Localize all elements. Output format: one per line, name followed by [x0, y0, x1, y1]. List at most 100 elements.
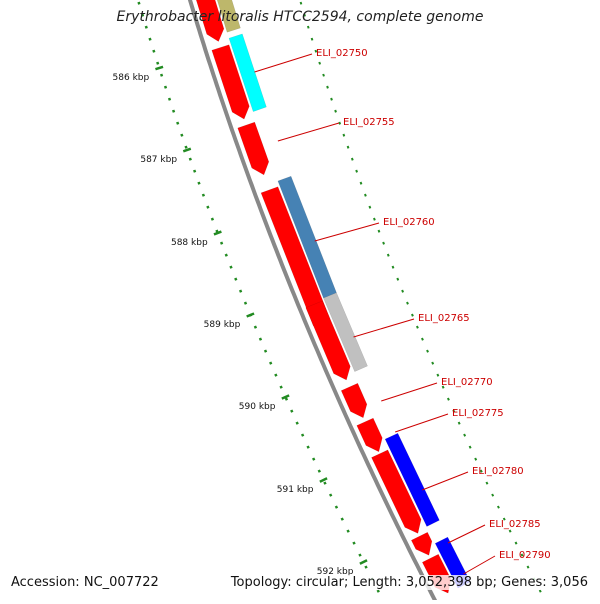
ruler-dot [334, 505, 339, 509]
outer-ring-dot [386, 253, 390, 257]
ruler-dot [224, 253, 228, 257]
ruler-dot [306, 445, 310, 449]
cds-feature[interactable] [237, 121, 270, 176]
outer-ring-dot [391, 265, 395, 269]
ruler-tick-label: 591 kbp [277, 485, 314, 495]
outer-ring-dot [421, 337, 424, 341]
cog-feature[interactable] [323, 292, 368, 372]
ruler-dot [284, 397, 289, 401]
gene-label[interactable]: ELI_02790 [499, 550, 551, 561]
ruler-major-tick [281, 394, 290, 400]
cog-feature[interactable] [384, 432, 440, 527]
ruler-dot [197, 181, 201, 185]
cds-feature[interactable] [410, 531, 433, 556]
genome-summary: Topology: circular; Length: 3,052,398 bp… [228, 575, 590, 590]
gene-label[interactable]: ELI_02765 [418, 313, 470, 324]
outer-ring-dot [355, 169, 358, 173]
ruler-dot [340, 517, 344, 521]
outer-ring-dot [468, 445, 472, 449]
ruler-dot [137, 1, 141, 5]
ruler-dot [295, 421, 299, 425]
length-value: 3,052,398 bp [405, 575, 493, 590]
gene-leader-line [447, 524, 486, 544]
ruler-tick-label: 586 kbp [113, 73, 150, 83]
ruler-dot [269, 361, 273, 365]
gene-leader-line [422, 471, 469, 491]
ruler-tick-label: 592 kbp [317, 567, 354, 577]
outer-ring-dot [377, 229, 381, 233]
topology-value: circular [295, 575, 344, 590]
outer-ring-dot [520, 553, 524, 557]
ruler-dot [184, 145, 188, 149]
outer-ring-dot [364, 193, 367, 197]
outer-ring-dot [431, 361, 435, 365]
ruler-major-tick [246, 312, 255, 318]
genome-backbone [187, 0, 440, 604]
ruler-dot [163, 85, 168, 89]
outer-ring-dot [514, 541, 518, 545]
cog-feature[interactable] [228, 33, 267, 112]
gene-label[interactable]: ELI_02780 [472, 466, 524, 477]
cds-feature[interactable] [305, 300, 351, 381]
ruler-dot [352, 541, 356, 545]
ruler-dot [234, 277, 238, 281]
ruler-dot [290, 409, 294, 413]
outer-ring-dot [452, 409, 456, 413]
outer-ring-dot [338, 121, 342, 125]
ruler-dot [148, 37, 152, 41]
genes-label: Genes: [501, 575, 547, 590]
outer-ring-dot [496, 505, 500, 509]
gene-label[interactable]: ELI_02760 [383, 217, 435, 228]
outer-ring-dot [318, 61, 322, 65]
ruler-tick-label: 589 kbp [204, 320, 241, 330]
ruler-dot [210, 217, 215, 221]
cds-feature[interactable] [356, 417, 383, 453]
outer-ring-dot [508, 529, 512, 533]
genes-value: 3,056 [550, 575, 588, 590]
outer-ring-dot [463, 433, 467, 437]
gene-label[interactable]: ELI_02775 [452, 408, 504, 419]
ruler-major-tick [359, 559, 368, 565]
gene-label[interactable]: ELI_02750 [316, 48, 368, 59]
cds-feature[interactable] [195, 0, 225, 42]
cds-feature[interactable] [211, 44, 250, 120]
ruler-dot [253, 325, 258, 329]
outer-ring-dot [426, 349, 429, 353]
cds-feature[interactable] [371, 449, 422, 534]
gene-leader-line [395, 413, 449, 433]
outer-ring-dot [326, 85, 329, 89]
outer-ring-dot [441, 385, 445, 389]
genome-title: Erythrobacter litoralis HTCC2594, comple… [116, 9, 484, 25]
cds-feature[interactable] [340, 382, 368, 419]
outer-ring-dot [416, 325, 419, 329]
ruler-tick-label: 590 kbp [239, 402, 276, 412]
outer-ring-dot [457, 421, 461, 425]
outer-ring-dot [342, 133, 346, 137]
ruler-dot [144, 25, 148, 29]
gene-label[interactable]: ELI_02770 [441, 377, 493, 388]
ruler-dot [364, 565, 368, 569]
ruler-dot [238, 289, 243, 293]
outer-ring-dot [314, 49, 318, 53]
ruler-dot [171, 109, 176, 113]
gene-label[interactable]: ELI_02755 [343, 117, 395, 128]
accession-label: Accession: [11, 575, 80, 590]
outer-ring-dot [299, 1, 303, 5]
outer-ring-dot [306, 25, 310, 29]
outer-ring-dot [334, 109, 337, 113]
gene-label[interactable]: ELI_02785 [489, 519, 541, 530]
length-label: Length: [352, 575, 402, 590]
cog-feature[interactable] [215, 0, 241, 33]
ruler-dot [328, 493, 333, 497]
ruler-dot [176, 121, 180, 125]
outer-ring-dot [436, 373, 440, 377]
ruler-dot [279, 385, 283, 389]
ruler-dot [152, 49, 156, 53]
ruler-dot [193, 169, 197, 173]
outer-ring-dot [485, 481, 489, 485]
ruler-dot [346, 529, 350, 533]
outer-ring-dot [396, 277, 400, 281]
outer-ring-dot [446, 397, 450, 401]
ruler-dot [323, 481, 327, 485]
